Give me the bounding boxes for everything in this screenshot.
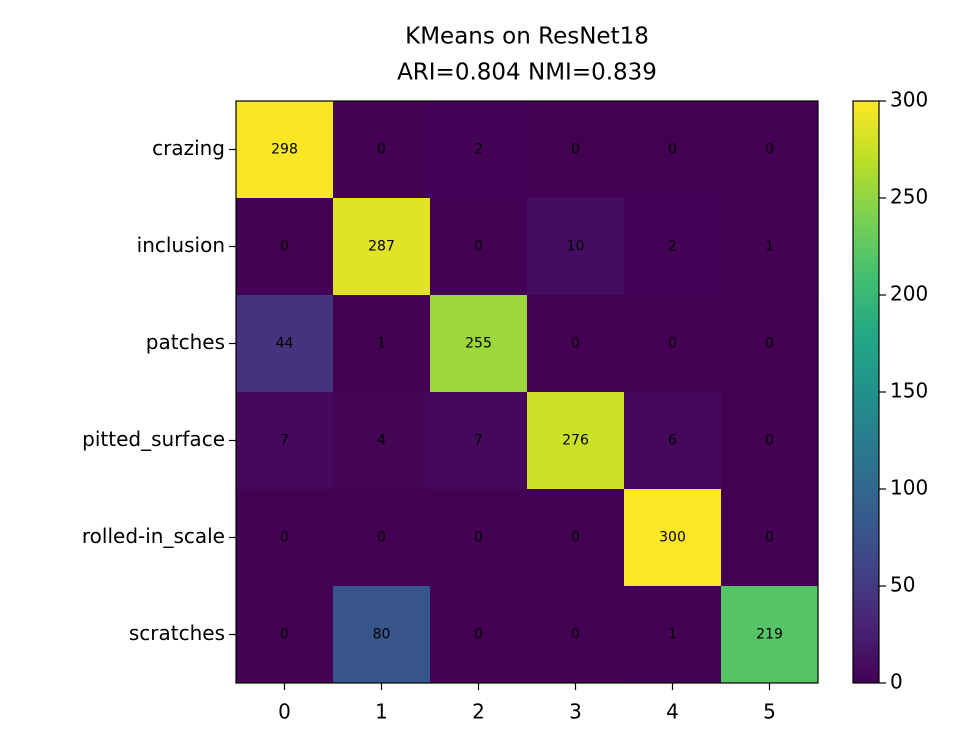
cell-label: 255 xyxy=(465,336,492,352)
cell-label: 0 xyxy=(765,142,774,158)
heatmap-cell xyxy=(624,101,722,199)
colorbar-tick-label: 200 xyxy=(890,282,928,306)
colorbar-tick-label: 250 xyxy=(890,185,928,209)
colorbar-tick-label: 300 xyxy=(890,88,928,112)
cell-label: 287 xyxy=(368,239,395,255)
chart-subtitle: ARI=0.804 NMI=0.839 xyxy=(397,60,657,86)
heatmap-cell xyxy=(333,198,431,296)
x-tick-label: 1 xyxy=(375,700,388,724)
cell-label: 219 xyxy=(756,627,783,643)
heatmap-cell xyxy=(624,295,722,393)
plot-frame xyxy=(235,100,819,684)
cell-label: 1 xyxy=(377,336,386,352)
cell-label: 4 xyxy=(377,433,386,449)
cell-label: 0 xyxy=(765,530,774,546)
x-tick-label: 3 xyxy=(569,700,582,724)
heatmap-cell xyxy=(527,392,625,490)
cell-label: 0 xyxy=(280,627,289,643)
x-tick-label: 2 xyxy=(472,700,485,724)
heatmap-cell xyxy=(333,586,431,684)
cell-label: 0 xyxy=(571,627,580,643)
heatmap-cell xyxy=(430,586,528,684)
heatmap-cell xyxy=(527,101,625,199)
chart-title: KMeans on ResNet18 xyxy=(405,24,649,50)
cell-label: 1 xyxy=(668,627,677,643)
cell-label: 0 xyxy=(668,142,677,158)
cell-label: 298 xyxy=(271,142,298,158)
y-tick-label: scratches xyxy=(129,621,225,645)
cell-label: 0 xyxy=(474,530,483,546)
cell-label: 0 xyxy=(280,239,289,255)
y-tick-label: rolled-in_scale xyxy=(82,524,225,548)
y-tick-label: pitted_surface xyxy=(82,427,225,451)
x-tick-label: 4 xyxy=(666,700,679,724)
cell-label: 0 xyxy=(474,627,483,643)
heatmap-cell xyxy=(624,198,722,296)
cell-label: 300 xyxy=(659,530,686,546)
heatmap-cell xyxy=(624,392,722,490)
cell-label: 0 xyxy=(668,336,677,352)
cell-label: 2 xyxy=(474,142,483,158)
y-tick-label: patches xyxy=(146,330,225,354)
heatmap-cell xyxy=(333,295,431,393)
cell-label: 1 xyxy=(765,239,774,255)
heatmap-cell xyxy=(721,198,819,296)
cell-label: 10 xyxy=(567,239,585,255)
cell-label: 0 xyxy=(377,142,386,158)
x-tick-label: 0 xyxy=(278,700,291,724)
heatmap-cell xyxy=(430,392,528,490)
cell-label: 276 xyxy=(562,433,589,449)
heatmap-cell xyxy=(527,489,625,587)
heatmap-cell xyxy=(236,295,334,393)
heatmap-cell xyxy=(430,101,528,199)
heatmap-cell xyxy=(527,198,625,296)
colorbar-tick-label: 50 xyxy=(890,573,915,597)
heatmap-cell xyxy=(333,489,431,587)
heatmap-cell xyxy=(721,586,819,684)
colorbar-tick-label: 100 xyxy=(890,476,928,500)
heatmap-cell xyxy=(721,392,819,490)
cell-label: 7 xyxy=(280,433,289,449)
heatmap-cell xyxy=(721,489,819,587)
cell-label: 0 xyxy=(474,239,483,255)
heatmap-cell xyxy=(624,586,722,684)
cell-label: 7 xyxy=(474,433,483,449)
heatmap-cell xyxy=(236,586,334,684)
cell-label: 6 xyxy=(668,433,677,449)
cell-label: 0 xyxy=(571,336,580,352)
heatmap-cell xyxy=(624,489,722,587)
heatmap-cell xyxy=(430,295,528,393)
heatmap-cell xyxy=(527,586,625,684)
cell-label: 0 xyxy=(280,530,289,546)
y-tick-label: crazing xyxy=(152,136,225,160)
cell-label: 2 xyxy=(668,239,677,255)
cell-label: 0 xyxy=(765,433,774,449)
heatmap-cell xyxy=(333,101,431,199)
heatmap-cell xyxy=(236,198,334,296)
cell-label: 0 xyxy=(765,336,774,352)
heatmap-cell xyxy=(333,392,431,490)
y-tick-label: inclusion xyxy=(137,233,225,257)
cell-label: 0 xyxy=(571,142,580,158)
heatmap-cell xyxy=(430,489,528,587)
heatmap-cell xyxy=(430,198,528,296)
cell-label: 0 xyxy=(571,530,580,546)
colorbar-tick-label: 150 xyxy=(890,379,928,403)
heatmap-cell xyxy=(236,101,334,199)
x-tick-label: 5 xyxy=(763,700,776,724)
heatmap-cell xyxy=(721,295,819,393)
heatmap-cell xyxy=(236,392,334,490)
heatmap-cell xyxy=(236,489,334,587)
cell-label: 80 xyxy=(373,627,391,643)
cell-label: 0 xyxy=(377,530,386,546)
colorbar-tick-label: 0 xyxy=(890,670,903,694)
heatmap-cell xyxy=(527,295,625,393)
colorbar xyxy=(852,100,880,684)
cell-label: 44 xyxy=(276,336,294,352)
heatmap-cell xyxy=(721,101,819,199)
